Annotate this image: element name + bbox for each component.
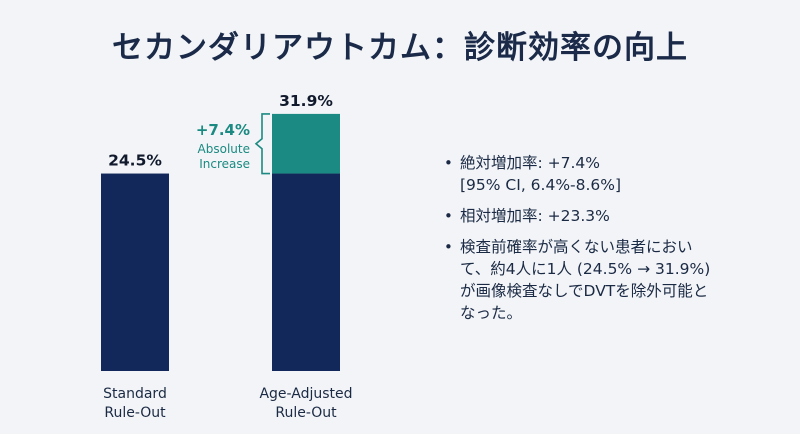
bullet-text-line: 絶対増加率: +7.4% bbox=[460, 154, 601, 172]
x-tick-label-1-0: Age-Adjusted bbox=[259, 386, 352, 402]
bullet-text-line: [95% CI, 6.4%-8.6%] bbox=[460, 176, 622, 194]
increase-value-label: +7.4% bbox=[196, 121, 250, 139]
bullet-text-line: なった。 bbox=[460, 304, 523, 322]
bar-value-label-1: 31.9% bbox=[279, 92, 333, 110]
bar-1-segment-1 bbox=[272, 113, 340, 174]
increase-caption-0: Absolute bbox=[198, 142, 250, 156]
bar-value-label-0: 24.5% bbox=[108, 152, 162, 170]
x-tick-label-0-0: Standard bbox=[103, 386, 167, 402]
page-title: セカンダリアウトカム：診断効率の向上 bbox=[112, 30, 688, 66]
x-tick-label-1-1: Rule-Out bbox=[275, 405, 337, 421]
bullet-item-1: • 相対増加率: +23.3% bbox=[440, 205, 790, 227]
bullet-text-line: て、約4人に1人 (24.5% → 31.9%) bbox=[460, 260, 711, 278]
bullet-marker: • bbox=[444, 238, 453, 256]
bullet-marker: • bbox=[444, 154, 453, 172]
increase-caption-1: Increase bbox=[199, 157, 250, 171]
bullet-text-line: が画像検査なしでDVTを除外可能と bbox=[460, 282, 709, 300]
bullet-marker: • bbox=[444, 207, 453, 225]
bullet-item-0: • 絶対増加率: +7.4% [95% CI, 6.4%-8.6%] bbox=[440, 152, 790, 196]
bullet-text-line: 検査前確率が高くない患者におい bbox=[460, 238, 693, 256]
x-tick-label-0-1: Rule-Out bbox=[104, 405, 166, 421]
bar-1-segment-0 bbox=[272, 173, 340, 371]
bar-0-segment-0 bbox=[101, 173, 169, 371]
bullet-list: • 絶対増加率: +7.4% [95% CI, 6.4%-8.6%] • 相対増加率: … bbox=[440, 152, 790, 333]
bullet-text-line: 相対増加率: +23.3% bbox=[460, 207, 610, 225]
increase-bracket bbox=[254, 113, 270, 175]
bullet-item-2: • 検査前確率が高くない患者におい て、約4人に1人 (24.5% → 31.9%)… bbox=[440, 236, 790, 324]
